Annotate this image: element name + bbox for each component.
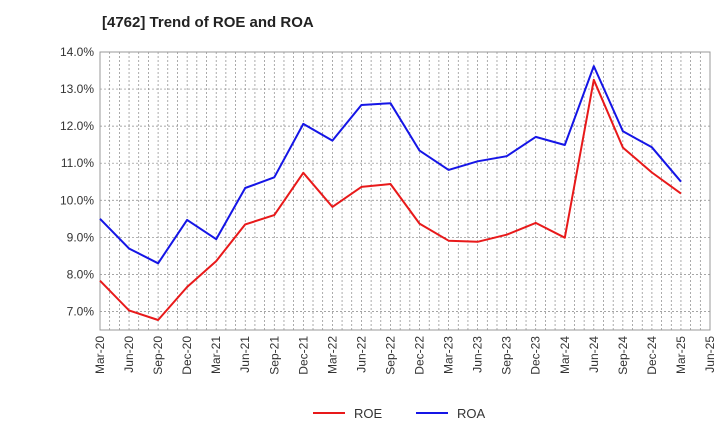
y-tick-label: 9.0% [67,230,95,244]
x-tick-label: Sep-20 [151,336,165,375]
series-line-roe [99,78,682,321]
plot-frame [99,51,711,331]
legend: ROE ROA [313,406,486,421]
x-tick-label: Sep-21 [267,336,281,375]
x-tick-label: Mar-25 [674,336,688,374]
x-tick-label: Sep-23 [500,336,514,375]
legend-label-roa: ROA [457,406,486,421]
series-lines [99,65,682,321]
x-tick-label: Jun-25 [703,336,717,373]
y-tick-label: 13.0% [60,82,94,96]
x-tick-label: Jun-21 [238,336,252,373]
legend-label-roe: ROE [354,406,383,421]
x-tick-label: Sep-24 [616,336,630,375]
x-tick-label: Sep-22 [383,336,397,375]
series-line-roa [99,65,682,265]
chart-title: [4762] Trend of ROE and ROA [102,14,314,31]
grid [99,51,711,330]
x-tick-label: Jun-24 [587,336,601,373]
x-tick-label: Dec-22 [413,336,427,375]
y-tick-label: 10.0% [60,193,94,207]
x-tick-label: Mar-21 [209,336,223,374]
x-tick-label: Dec-23 [529,336,543,375]
y-tick-label: 11.0% [61,156,94,170]
x-tick-label: Dec-24 [645,336,659,375]
x-tick-label: Mar-23 [442,336,456,374]
x-tick-label: Dec-20 [180,336,194,375]
y-tick-label: 14.0% [60,45,94,59]
y-tick-label: 7.0% [67,304,95,318]
x-tick-label: Jun-23 [471,336,485,373]
x-tick-label: Mar-20 [93,336,107,374]
x-axis: Mar-20 Jun-20 Sep-20 Dec-20 Mar-21 Jun-21 Sep-… [93,336,717,375]
x-tick-label: Jun-20 [122,336,136,373]
y-tick-label: 12.0% [60,119,94,133]
y-axis: 7.0% 8.0% 9.0% 10.0% 11.0% 12.0% 13.0% 14.0% [60,45,94,318]
x-tick-label: Mar-22 [325,336,339,374]
x-tick-label: Mar-24 [558,336,572,374]
x-tick-label: Jun-22 [354,336,368,373]
y-tick-label: 8.0% [67,267,95,281]
x-tick-label: Dec-21 [296,336,310,375]
